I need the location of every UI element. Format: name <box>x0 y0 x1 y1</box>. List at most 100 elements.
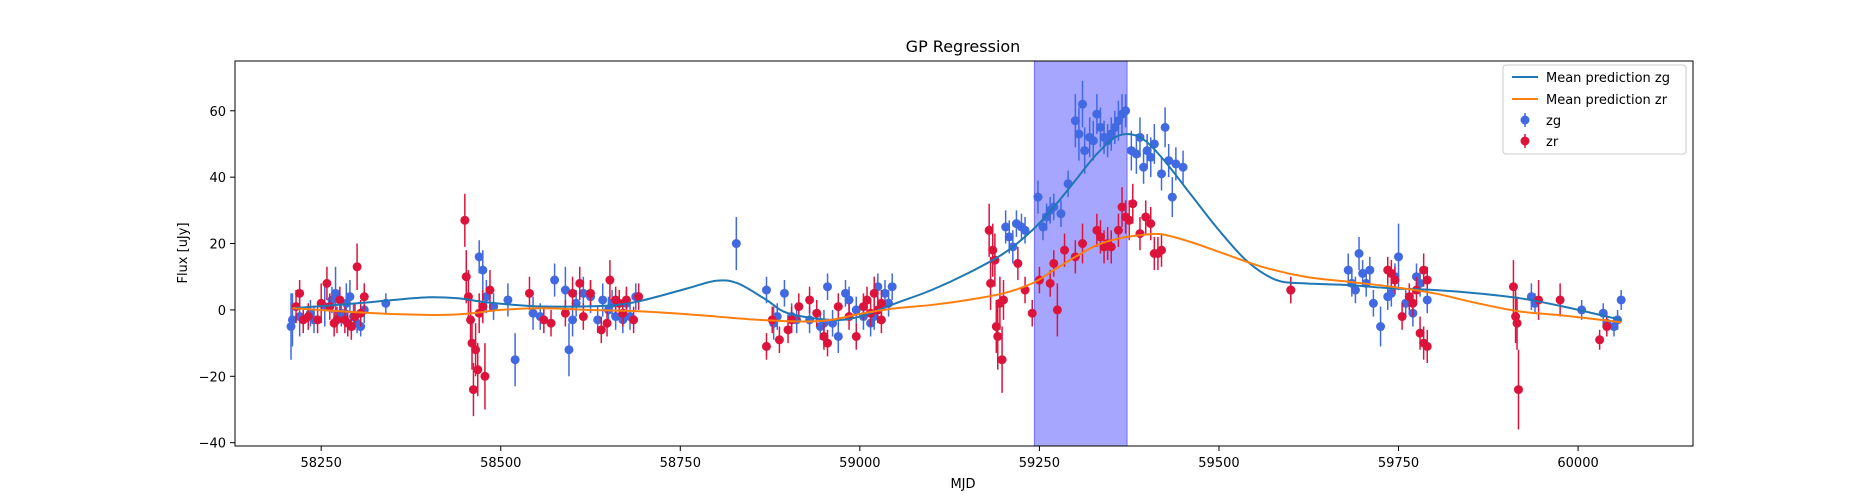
point-zg-22 <box>528 308 538 318</box>
point-zg-19 <box>489 302 499 312</box>
x-tick-label-59750: 59750 <box>1378 456 1419 471</box>
point-zg-10 <box>345 292 355 302</box>
point-zr-56 <box>823 338 833 348</box>
point-zr-82 <box>1052 305 1062 315</box>
point-zg-44 <box>779 288 789 298</box>
point-zr-78 <box>1027 308 1037 318</box>
point-zg-86 <box>1106 129 1116 139</box>
point-zr-83 <box>1060 245 1070 255</box>
point-zr-68 <box>986 278 996 288</box>
chart-title: GP Regression <box>906 37 1021 56</box>
point-zr-19 <box>461 272 471 282</box>
point-zg-85 <box>1103 136 1113 146</box>
point-zg-82 <box>1092 109 1102 119</box>
point-zr-115 <box>1508 282 1518 292</box>
point-zr-106 <box>1397 312 1407 322</box>
y-axis-ticks: −40 −20 0 20 40 60 <box>199 105 235 452</box>
point-zr-63 <box>869 288 879 298</box>
point-zg-53 <box>840 288 850 298</box>
plot-frame <box>234 60 1694 447</box>
point-zr-9 <box>332 315 342 325</box>
legend-point-zr <box>1520 136 1530 146</box>
point-zr-69 <box>988 245 998 255</box>
point-zr-95 <box>1128 199 1138 209</box>
point-zg-76 <box>1070 116 1080 126</box>
point-zr-29 <box>485 285 495 295</box>
legend-label-zr: zr <box>1546 135 1559 150</box>
point-zr-1 <box>295 288 305 298</box>
point-zg-50 <box>823 282 833 292</box>
point-zg-64 <box>1004 232 1014 242</box>
point-zg-68 <box>1020 225 1030 235</box>
point-zg-20 <box>503 295 513 305</box>
point-zg-55 <box>851 305 861 315</box>
point-zr-71 <box>991 322 1001 332</box>
x-tick-label-59250: 59250 <box>1019 456 1060 471</box>
point-zr-30 <box>524 288 534 298</box>
point-zg-94 <box>1139 162 1149 172</box>
point-zg-83 <box>1095 122 1105 132</box>
point-zr-13 <box>346 322 356 332</box>
point-zg-99 <box>1160 122 1170 132</box>
y-tick-label-20: 20 <box>209 238 226 253</box>
point-zg-95 <box>1142 146 1152 156</box>
point-zr-65 <box>876 298 886 308</box>
point-zr-101 <box>1157 245 1167 255</box>
point-zg-103 <box>1178 162 1188 172</box>
y-tick-label-0: 0 <box>218 304 226 319</box>
point-zr-47 <box>761 341 771 351</box>
legend-label-mean-zg: Mean prediction zg <box>1546 71 1670 86</box>
point-zr-3 <box>303 312 313 322</box>
point-zr-52 <box>794 302 804 312</box>
point-zr-104 <box>1386 268 1396 278</box>
point-zg-77 <box>1074 129 1084 139</box>
point-zr-107 <box>1404 292 1414 302</box>
point-zr-51 <box>787 315 797 325</box>
point-zr-10 <box>335 295 345 305</box>
point-zr-15 <box>352 262 362 272</box>
point-zr-37 <box>586 288 596 298</box>
point-zr-85 <box>1078 239 1088 249</box>
point-zg-113 <box>1376 322 1386 332</box>
x-tick-label-59500: 59500 <box>1198 456 1239 471</box>
point-zg-35 <box>611 312 621 322</box>
point-zr-105 <box>1390 275 1400 285</box>
point-zr-60 <box>858 302 868 312</box>
point-zr-66 <box>876 315 886 325</box>
point-zg-79 <box>1080 146 1090 156</box>
point-zg-90 <box>1121 106 1131 116</box>
point-zg-105 <box>1343 265 1353 275</box>
point-zg-81 <box>1088 136 1098 146</box>
point-zg-92 <box>1131 149 1141 159</box>
point-zg-87 <box>1110 122 1120 132</box>
point-zr-55 <box>819 331 829 341</box>
x-tick-label-59000: 59000 <box>839 456 880 471</box>
point-zr-24 <box>471 345 481 355</box>
point-zr-96 <box>1135 229 1145 239</box>
x-tick-label-60000: 60000 <box>1557 456 1598 471</box>
point-zr-74 <box>997 355 1007 365</box>
point-zr-23 <box>468 385 478 395</box>
x-tick-label-58250: 58250 <box>301 456 342 471</box>
legend-box <box>1502 64 1687 155</box>
point-zr-36 <box>578 312 588 322</box>
x-axis-ticks: 58250 58500 58750 59000 59250 59500 59750 60000 <box>301 446 1599 471</box>
point-zg-31 <box>593 315 603 325</box>
point-zg-26 <box>564 345 574 355</box>
point-zr-21 <box>466 315 476 325</box>
point-zr-91 <box>1113 225 1123 235</box>
point-zr-54 <box>812 308 822 318</box>
y-tick-label-60: 60 <box>209 105 226 120</box>
point-zr-57 <box>833 302 843 312</box>
point-zr-122 <box>1602 322 1612 332</box>
y-tick-label--20: −20 <box>199 370 226 385</box>
point-zr-102 <box>1286 285 1296 295</box>
point-zg-7 <box>331 288 341 298</box>
point-zr-22 <box>467 338 477 348</box>
point-zr-17 <box>359 292 369 302</box>
point-zr-18 <box>460 215 470 225</box>
point-zr-45 <box>629 315 639 325</box>
point-zg-101 <box>1167 192 1177 202</box>
point-zg-18 <box>481 292 491 302</box>
